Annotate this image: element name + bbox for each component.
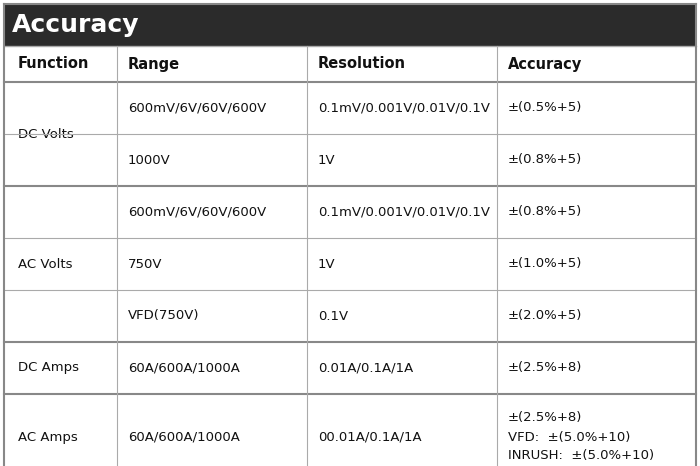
Text: 1V: 1V [318,258,335,270]
Text: Accuracy: Accuracy [12,13,139,37]
Text: ±(1.0%+5): ±(1.0%+5) [508,258,582,270]
Text: DC Amps: DC Amps [18,362,79,375]
Bar [4,4,696,46]
Text: AC Amps: AC Amps [18,431,78,444]
Text: VFD(750V): VFD(750V) [128,309,200,322]
Text: 600mV/6V/60V/600V: 600mV/6V/60V/600V [128,206,266,219]
Text: 1000V: 1000V [128,153,171,166]
Text: ±(0.5%+5): ±(0.5%+5) [508,102,582,115]
Text: 0.1mV/0.001V/0.01V/0.1V: 0.1mV/0.001V/0.01V/0.1V [318,206,490,219]
Text: DC Volts: DC Volts [18,128,74,141]
Text: 0.1mV/0.001V/0.01V/0.1V: 0.1mV/0.001V/0.01V/0.1V [318,102,490,115]
Text: 600mV/6V/60V/600V: 600mV/6V/60V/600V [128,102,266,115]
Text: 60A/600A/1000A: 60A/600A/1000A [128,431,240,444]
Text: 0.01A/0.1A/1A: 0.01A/0.1A/1A [318,362,413,375]
Text: 1V: 1V [318,153,335,166]
Text: ±(0.8%+5): ±(0.8%+5) [508,206,582,219]
Text: Resolution: Resolution [318,56,406,71]
Text: Range: Range [128,56,180,71]
Text: Accuracy: Accuracy [508,56,582,71]
Text: ±(2.0%+5): ±(2.0%+5) [508,309,582,322]
Text: ±(0.8%+5): ±(0.8%+5) [508,153,582,166]
Text: ±(2.5%+8)
VFD:  ±(5.0%+10)
INRUSH:  ±(5.0%+10): ±(2.5%+8) VFD: ±(5.0%+10) INRUSH: ±(5.0%… [508,411,654,462]
Text: 0.1V: 0.1V [318,309,348,322]
Text: AC Volts: AC Volts [18,258,73,270]
Text: Function: Function [18,56,90,71]
Text: 750V: 750V [128,258,162,270]
Text: 60A/600A/1000A: 60A/600A/1000A [128,362,240,375]
Text: ±(2.5%+8): ±(2.5%+8) [508,362,582,375]
Bar [4,46,696,82]
Text: 00.01A/0.1A/1A: 00.01A/0.1A/1A [318,431,421,444]
